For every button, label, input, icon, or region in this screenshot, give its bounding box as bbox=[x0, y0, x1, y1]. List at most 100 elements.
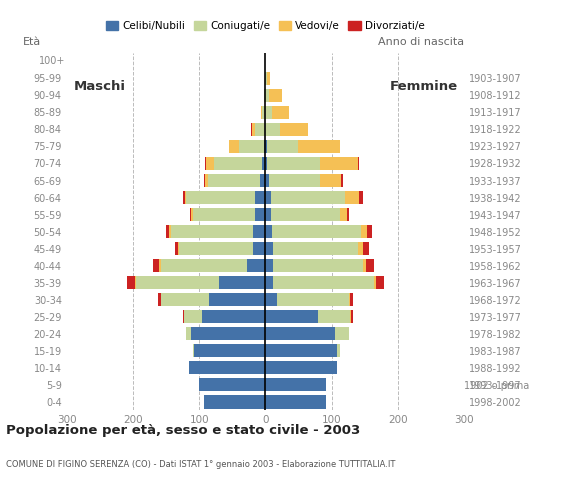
Bar bbox=[261, 106, 262, 119]
Bar bbox=[266, 310, 318, 324]
Bar bbox=[251, 123, 252, 136]
Bar bbox=[169, 225, 171, 238]
Bar bbox=[351, 310, 353, 324]
Bar bbox=[266, 242, 273, 255]
Bar bbox=[340, 208, 347, 221]
Bar bbox=[360, 191, 362, 204]
Bar bbox=[153, 259, 160, 272]
Bar bbox=[206, 157, 215, 170]
Bar bbox=[361, 225, 367, 238]
Bar bbox=[262, 106, 266, 119]
Bar bbox=[135, 276, 136, 289]
Bar bbox=[255, 123, 266, 136]
Bar bbox=[191, 327, 266, 340]
Text: Età: Età bbox=[23, 37, 41, 48]
Bar bbox=[229, 140, 239, 153]
Text: Anno di nascita: Anno di nascita bbox=[378, 37, 464, 48]
Bar bbox=[335, 327, 349, 340]
Bar bbox=[209, 293, 266, 306]
Bar bbox=[266, 208, 271, 221]
Bar bbox=[267, 72, 270, 85]
Bar bbox=[186, 327, 191, 340]
Bar bbox=[260, 174, 266, 187]
Bar bbox=[239, 140, 264, 153]
Bar bbox=[362, 259, 366, 272]
Bar bbox=[194, 344, 266, 358]
Text: COMUNE DI FIGINO SERENZA (CO) - Dati ISTAT 1° gennaio 2003 - Elaborazione TUTTIT: COMUNE DI FIGINO SERENZA (CO) - Dati IST… bbox=[6, 459, 395, 468]
Text: 100+: 100+ bbox=[39, 56, 66, 66]
Bar bbox=[374, 276, 376, 289]
Bar bbox=[266, 123, 280, 136]
Legend: Celibi/Nubili, Coniugati/e, Vedovi/e, Divorziati/e: Celibi/Nubili, Coniugati/e, Vedovi/e, Di… bbox=[102, 17, 429, 35]
Bar bbox=[358, 157, 360, 170]
Bar bbox=[178, 242, 179, 255]
Bar bbox=[266, 157, 267, 170]
Bar bbox=[161, 293, 209, 306]
Bar bbox=[247, 259, 266, 272]
Bar bbox=[266, 225, 272, 238]
Bar bbox=[183, 310, 184, 324]
Bar bbox=[193, 208, 255, 221]
Text: Popolazione per età, sesso e stato civile - 2003: Popolazione per età, sesso e stato civil… bbox=[6, 424, 360, 437]
Bar bbox=[204, 174, 205, 187]
Bar bbox=[366, 259, 374, 272]
Bar bbox=[189, 361, 266, 374]
Bar bbox=[160, 259, 161, 272]
Bar bbox=[376, 276, 384, 289]
Bar bbox=[199, 378, 266, 392]
Bar bbox=[255, 208, 266, 221]
Bar bbox=[205, 157, 206, 170]
Text: Maschi: Maschi bbox=[73, 80, 125, 93]
Bar bbox=[253, 242, 266, 255]
Bar bbox=[266, 191, 271, 204]
Bar bbox=[337, 344, 340, 358]
Bar bbox=[266, 89, 269, 102]
Bar bbox=[349, 293, 350, 306]
Bar bbox=[299, 140, 339, 153]
Bar bbox=[191, 208, 193, 221]
Bar bbox=[136, 276, 219, 289]
Bar bbox=[363, 242, 369, 255]
Bar bbox=[253, 225, 266, 238]
Bar bbox=[273, 259, 362, 272]
Bar bbox=[266, 361, 337, 374]
Text: Femmine: Femmine bbox=[389, 80, 458, 93]
Bar bbox=[266, 174, 269, 187]
Bar bbox=[358, 242, 363, 255]
Bar bbox=[215, 157, 262, 170]
Bar bbox=[267, 157, 320, 170]
Bar bbox=[171, 225, 253, 238]
Bar bbox=[262, 157, 266, 170]
Bar bbox=[267, 140, 299, 153]
Bar bbox=[266, 276, 273, 289]
Bar bbox=[208, 174, 260, 187]
Bar bbox=[367, 225, 372, 238]
Bar bbox=[318, 310, 350, 324]
Bar bbox=[264, 140, 266, 153]
Bar bbox=[193, 344, 194, 358]
Bar bbox=[127, 276, 135, 289]
Bar bbox=[269, 89, 282, 102]
Bar bbox=[266, 72, 267, 85]
Bar bbox=[205, 174, 208, 187]
Bar bbox=[273, 242, 358, 255]
Bar bbox=[158, 293, 161, 306]
Bar bbox=[184, 310, 202, 324]
Bar bbox=[272, 106, 288, 119]
Bar bbox=[308, 123, 309, 136]
Bar bbox=[266, 344, 337, 358]
Bar bbox=[342, 174, 343, 187]
Bar bbox=[266, 106, 272, 119]
Bar bbox=[264, 89, 266, 102]
Bar bbox=[255, 191, 266, 204]
Bar bbox=[186, 191, 255, 204]
Bar bbox=[219, 276, 266, 289]
Text: 1902 o prima: 1902 o prima bbox=[464, 381, 529, 391]
Bar bbox=[273, 276, 374, 289]
Bar bbox=[277, 293, 349, 306]
Bar bbox=[320, 174, 342, 187]
Bar bbox=[350, 293, 353, 306]
Bar bbox=[339, 140, 340, 153]
Bar bbox=[266, 293, 277, 306]
Bar bbox=[266, 395, 327, 408]
